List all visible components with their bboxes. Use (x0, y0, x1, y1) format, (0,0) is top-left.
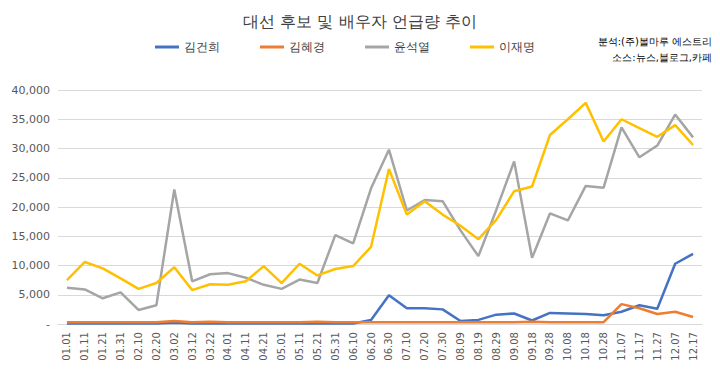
svg-text:11.17: 11.17 (634, 332, 645, 361)
svg-text:03.12: 03.12 (187, 332, 198, 361)
svg-text:07.30: 07.30 (437, 332, 448, 361)
svg-text:10.18: 10.18 (580, 332, 591, 361)
svg-text:대선 후보 및 배우자 언급량 추이: 대선 후보 및 배우자 언급량 추이 (243, 12, 476, 31)
svg-text:04.01: 04.01 (222, 332, 233, 361)
svg-text:김혜경: 김혜경 (289, 40, 325, 54)
svg-text:김건희: 김건희 (184, 40, 220, 54)
svg-text:08.09: 08.09 (455, 332, 466, 361)
svg-text:07.10: 07.10 (401, 332, 412, 361)
svg-text:01.31: 01.31 (115, 332, 126, 361)
svg-text:05.11: 05.11 (294, 332, 305, 361)
svg-text:08.19: 08.19 (473, 332, 484, 361)
svg-text:15,000: 15,000 (12, 230, 51, 243)
svg-text:12.07: 12.07 (670, 332, 681, 361)
svg-text:이재명: 이재명 (499, 40, 535, 54)
svg-text:01.01: 01.01 (61, 332, 72, 361)
svg-text:02.20: 02.20 (151, 332, 162, 361)
svg-text:04.11: 04.11 (240, 332, 251, 361)
svg-text:10,000: 10,000 (12, 259, 51, 272)
svg-text:04.21: 04.21 (258, 332, 269, 361)
svg-text:10.08: 10.08 (562, 332, 573, 361)
svg-text:20,000: 20,000 (12, 201, 51, 214)
svg-text:02.10: 02.10 (133, 332, 144, 361)
svg-text:40,000: 40,000 (12, 84, 51, 97)
svg-text:06.10: 06.10 (348, 332, 359, 361)
svg-text:01.21: 01.21 (97, 332, 108, 361)
svg-text:12.17: 12.17 (688, 332, 699, 361)
svg-text:분석:(주)볼마루 에스트리: 분석:(주)볼마루 에스트리 (598, 36, 712, 47)
svg-text:05.21: 05.21 (312, 332, 323, 361)
svg-text:09.08: 09.08 (509, 332, 520, 361)
svg-text:03.22: 03.22 (205, 332, 216, 361)
svg-text:5,000: 5,000 (19, 288, 51, 301)
svg-text:06.20: 06.20 (366, 332, 377, 361)
svg-text:소스:뉴스,블로그,카페: 소스:뉴스,블로그,카페 (612, 52, 712, 63)
svg-text:03.02: 03.02 (169, 332, 180, 361)
svg-text:07.20: 07.20 (419, 332, 430, 361)
svg-text:05.01: 05.01 (276, 332, 287, 361)
svg-text:25,000: 25,000 (12, 171, 51, 184)
svg-text:윤석열: 윤석열 (394, 40, 430, 54)
svg-text:08.29: 08.29 (491, 332, 502, 361)
svg-text:11.07: 11.07 (616, 332, 627, 361)
svg-text:35,000: 35,000 (12, 113, 51, 126)
svg-text:-: - (46, 318, 50, 331)
svg-text:09.18: 09.18 (527, 332, 538, 361)
svg-text:10.28: 10.28 (598, 332, 609, 361)
svg-text:09.28: 09.28 (544, 332, 555, 361)
svg-text:30,000: 30,000 (12, 142, 51, 155)
svg-text:01.11: 01.11 (79, 332, 90, 361)
svg-text:06.30: 06.30 (383, 332, 394, 361)
svg-text:05.31: 05.31 (330, 332, 341, 361)
svg-text:11.27: 11.27 (652, 332, 663, 361)
